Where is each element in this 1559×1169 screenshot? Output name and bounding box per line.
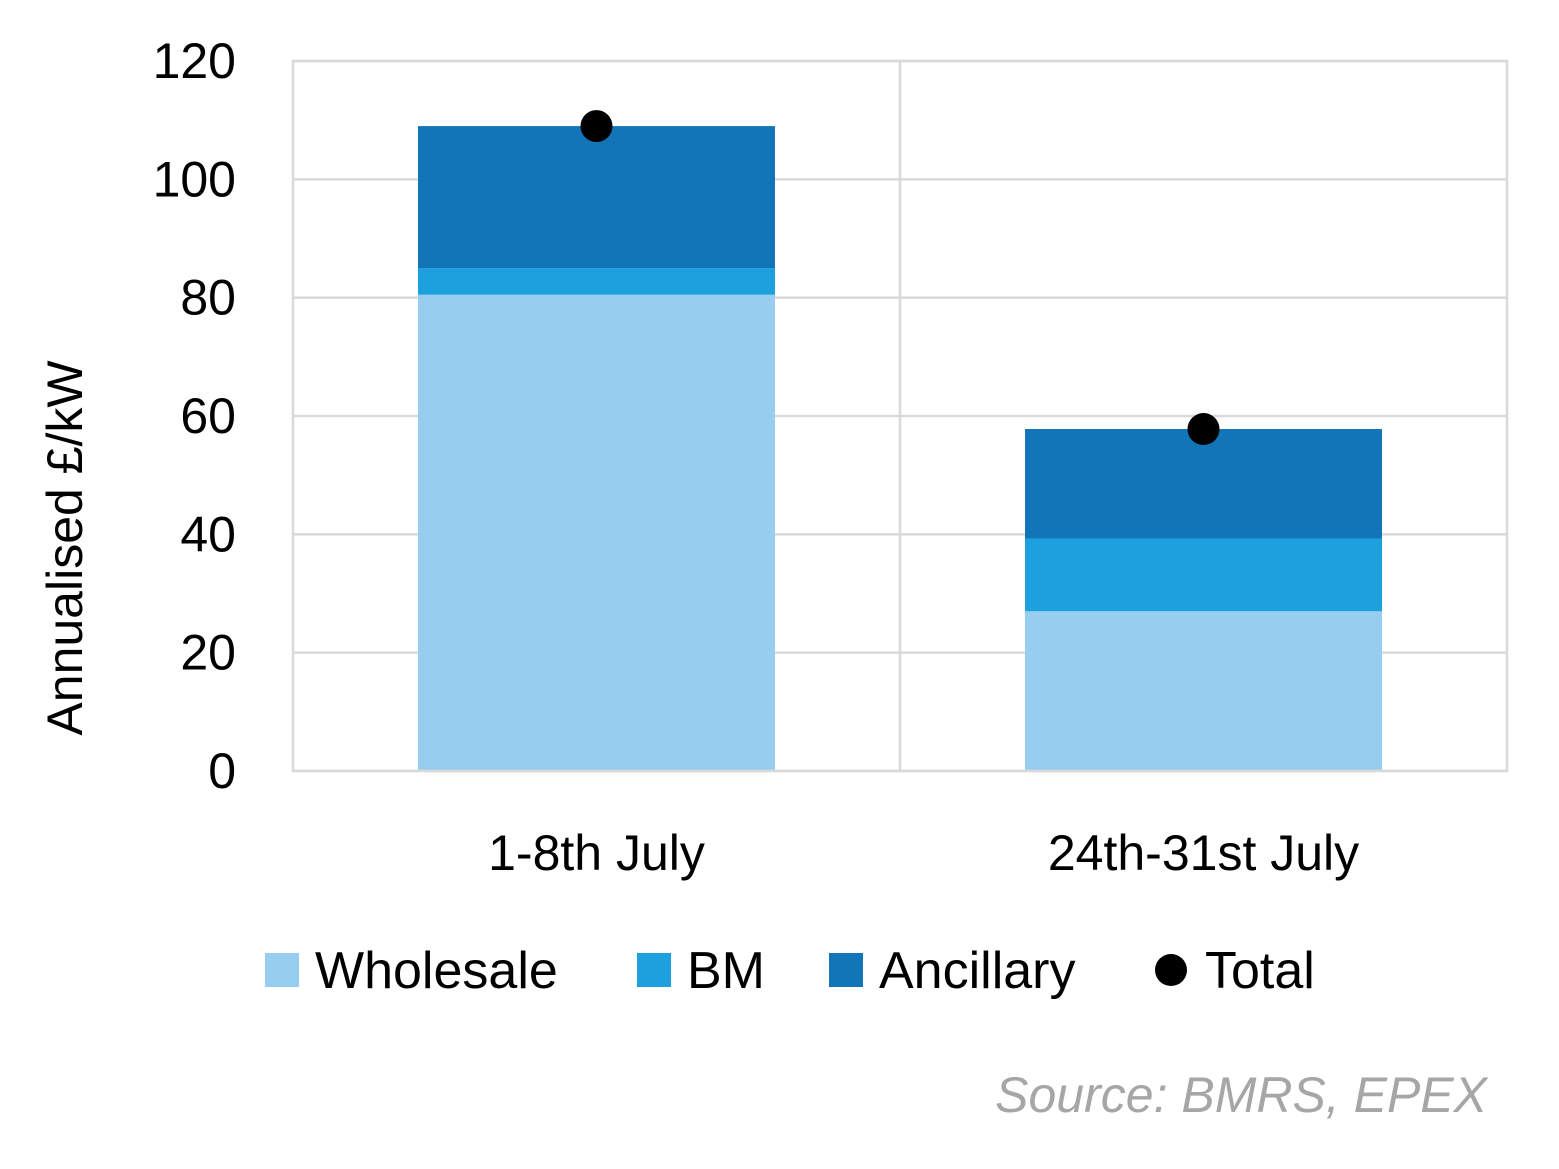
legend-label-wholesale: Wholesale [315, 942, 558, 1000]
bar-ancillary-1 [418, 126, 775, 269]
source-note: Source: BMRS, EPEX [995, 1067, 1488, 1123]
y-tick-label: 80 [180, 270, 236, 326]
legend: Wholesale BM Ancillary Total [265, 942, 1315, 1000]
bar-bm-2 [1025, 538, 1382, 612]
legend-marker-total [1155, 954, 1187, 986]
legend-swatch-bm [637, 953, 671, 987]
bar-wholesale-2 [1025, 611, 1382, 771]
y-axis-title: Annualised £/kW [37, 360, 93, 736]
x-tick-label: 1-8th July [488, 825, 705, 881]
legend-label-bm: BM [687, 942, 765, 1000]
y-tick-label: 60 [180, 388, 236, 444]
y-tick-label: 100 [153, 151, 236, 207]
y-tick-label: 120 [153, 33, 236, 89]
y-tick-label: 0 [208, 743, 236, 799]
total-marker-2 [1187, 413, 1220, 446]
bar-ancillary-2 [1025, 429, 1382, 539]
y-tick-label: 20 [180, 625, 236, 681]
total-markers [580, 110, 1220, 446]
plot-border [291, 59, 1509, 773]
legend-label-total: Total [1205, 942, 1315, 1000]
bar-bm-1 [418, 268, 775, 295]
total-marker-1 [580, 110, 613, 143]
y-tick-label: 40 [180, 506, 236, 562]
x-tick-label: 24th-31st July [1048, 825, 1359, 881]
legend-label-ancillary: Ancillary [879, 942, 1076, 1000]
legend-swatch-ancillary [829, 953, 863, 987]
bars [418, 126, 1382, 771]
legend-swatch-wholesale [265, 953, 299, 987]
x-axis-ticks: 1-8th July 24th-31st July [488, 825, 1359, 881]
bar-wholesale-1 [418, 294, 775, 771]
plot-frame [291, 59, 1509, 773]
y-axis-ticks: 0 20 40 60 80 100 120 [153, 33, 236, 799]
